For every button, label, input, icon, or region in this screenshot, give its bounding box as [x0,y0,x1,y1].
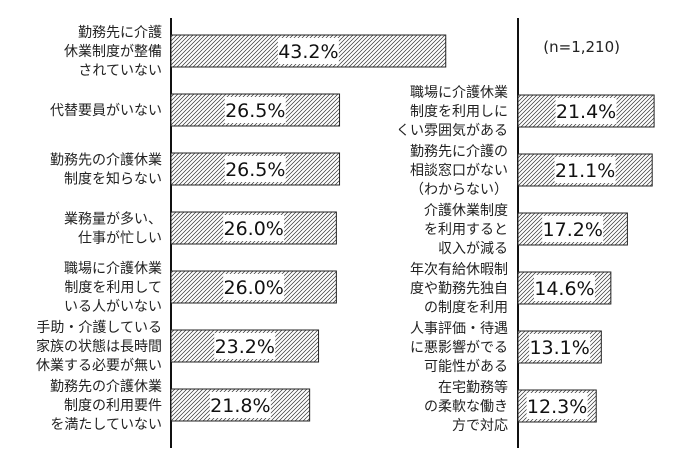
data-label: 21.8% [210,395,270,417]
category-label: 手助・介護している家族の状態は長時間休業する必要が無い [36,320,162,374]
chart-panel-2: 21.4% 職場に介護休業制度を利用しにくい雰囲気がある 21.1% 勤務先に介護の相… [396,18,655,448]
category-label: 勤務先の介護休業制度を知らない [50,153,162,188]
category-label: 職場に介護休業制度を利用しにくい雰囲気がある [396,85,508,139]
data-label-backing [223,274,285,300]
category-label: 在宅勤務等の柔軟な働き方で対応 [424,379,508,434]
data-label-backing [224,156,286,182]
data-label: 21.1% [555,160,615,182]
data-label: 26.5% [225,159,285,181]
category-label: 職場に介護休業制度を利用している人がいない [64,261,162,315]
data-label-backing [555,98,617,124]
chart-panel-1: 43.2% 勤務先に介護休業制度が整備されていない 26.5% 代替要員がいない 26.… [36,18,447,448]
data-label: 23.2% [215,336,275,358]
data-label: 26.0% [224,218,284,240]
category-label: 勤務先に介護休業制度が整備されていない [64,25,162,79]
category-label: 人事評価・待遇に悪影響がでる可能性がある [410,321,508,375]
data-label: 21.4% [556,101,616,123]
data-label: 12.3% [527,396,587,418]
category-label: 勤務先の介護休業制度の利用要件を満たしていない [50,379,162,433]
data-label-backing [554,157,616,183]
category-label: 介護休業制度を利用すると収入が減る [424,203,508,257]
data-label-backing [277,38,339,64]
category-label: 年次有給休暇制度や勤務先独自の制度を利用 [410,262,508,316]
sample-size-note: (n=1,210) [543,38,620,56]
data-label-backing [224,97,286,123]
data-label-backing [214,333,276,359]
data-label-backing [533,275,595,301]
data-label-backing [223,215,285,241]
data-label: 14.6% [534,278,594,300]
data-label: 17.2% [543,219,603,241]
data-label-backing [542,216,604,242]
data-label: 26.5% [225,100,285,122]
category-label: 業務量が多い、仕事が忙しい [64,211,162,247]
data-label-backing [529,334,591,360]
data-label-backing [526,393,588,419]
data-label: 26.0% [224,277,284,299]
data-label: 43.2% [278,41,338,63]
data-label: 13.1% [529,337,589,359]
category-label: 勤務先に介護の相談窓口がない（わからない） [410,144,508,198]
category-label: 代替要員がいない [50,103,162,119]
data-label-backing [209,392,271,418]
